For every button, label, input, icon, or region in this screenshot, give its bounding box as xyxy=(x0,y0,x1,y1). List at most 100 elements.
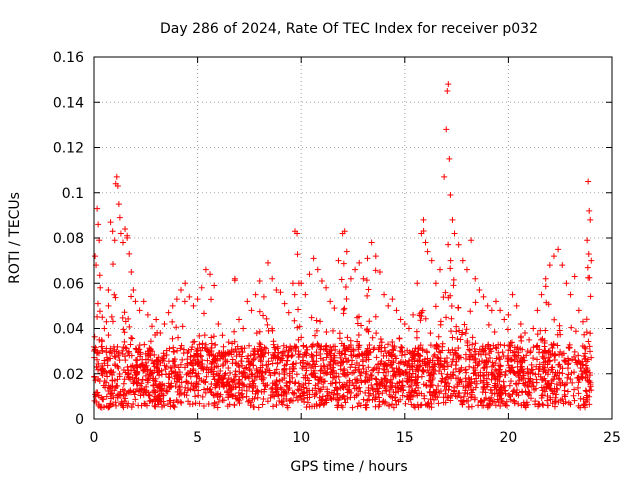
data-point xyxy=(370,386,377,393)
data-point xyxy=(373,354,380,361)
data-point xyxy=(129,335,136,342)
data-point xyxy=(363,327,370,334)
data-point xyxy=(198,284,205,291)
data-point xyxy=(111,387,118,394)
data-point xyxy=(311,332,318,339)
data-point xyxy=(411,358,418,365)
data-point xyxy=(426,372,433,379)
data-point xyxy=(130,380,137,387)
data-point xyxy=(348,361,355,368)
data-point xyxy=(567,291,574,298)
data-point xyxy=(417,352,424,359)
data-point xyxy=(409,370,416,377)
data-point xyxy=(527,369,534,376)
data-point xyxy=(310,341,317,348)
data-point xyxy=(363,277,370,284)
y-tick-label: 0.04 xyxy=(53,322,84,338)
data-point xyxy=(350,369,357,376)
data-point xyxy=(497,402,504,409)
data-point xyxy=(268,385,275,392)
data-point xyxy=(254,369,261,376)
data-point xyxy=(559,370,566,377)
data-point xyxy=(317,355,324,362)
data-point xyxy=(418,230,425,237)
data-point xyxy=(344,334,351,341)
data-point xyxy=(329,374,336,381)
data-point xyxy=(236,400,243,407)
data-point xyxy=(340,392,347,399)
data-point xyxy=(447,257,454,264)
data-point xyxy=(493,386,500,393)
data-point xyxy=(318,277,325,284)
data-point xyxy=(151,402,158,409)
data-point xyxy=(192,356,199,363)
data-point xyxy=(185,347,192,354)
data-point xyxy=(162,366,169,373)
data-point xyxy=(324,350,331,357)
data-point xyxy=(158,398,165,405)
data-point xyxy=(490,362,497,369)
data-point xyxy=(523,352,530,359)
data-point xyxy=(429,357,436,364)
data-point xyxy=(306,361,313,368)
data-point xyxy=(131,391,138,398)
data-point xyxy=(515,352,522,359)
data-point xyxy=(408,374,415,381)
data-point xyxy=(446,155,453,162)
data-point xyxy=(281,300,288,307)
data-point xyxy=(386,387,393,394)
data-point xyxy=(355,391,362,398)
data-point xyxy=(565,344,572,351)
data-point xyxy=(175,364,182,371)
data-point xyxy=(568,324,575,331)
data-point xyxy=(404,393,411,400)
data-point xyxy=(219,380,226,387)
data-point xyxy=(413,382,420,389)
data-point xyxy=(473,380,480,387)
data-point xyxy=(132,388,139,395)
data-point xyxy=(200,310,207,317)
data-point xyxy=(219,332,226,339)
data-point xyxy=(122,369,129,376)
data-point xyxy=(288,346,295,353)
data-point xyxy=(575,307,582,314)
data-point xyxy=(249,388,256,395)
data-point xyxy=(142,389,149,396)
data-point xyxy=(99,348,106,355)
data-point xyxy=(510,397,517,404)
y-tick-label: 0.02 xyxy=(53,367,84,383)
data-point xyxy=(165,309,172,316)
data-point xyxy=(111,291,118,298)
data-point xyxy=(481,365,488,372)
data-point xyxy=(567,376,574,383)
data-point xyxy=(171,375,178,382)
data-point xyxy=(439,340,446,347)
data-point xyxy=(454,381,461,388)
data-point xyxy=(445,294,452,301)
data-point xyxy=(469,341,476,348)
data-point xyxy=(278,386,285,393)
data-point xyxy=(283,396,290,403)
data-point xyxy=(235,362,242,369)
data-point xyxy=(252,373,259,380)
data-point xyxy=(492,375,499,382)
data-point xyxy=(584,237,591,244)
data-point xyxy=(177,373,184,380)
data-point xyxy=(115,349,122,356)
data-point xyxy=(310,358,317,365)
data-point xyxy=(254,394,261,401)
data-point xyxy=(391,343,398,350)
data-point xyxy=(399,378,406,385)
data-point xyxy=(154,384,161,391)
data-point xyxy=(121,329,128,336)
data-point xyxy=(355,331,362,338)
data-point xyxy=(512,370,519,377)
data-point xyxy=(405,325,412,332)
data-point xyxy=(328,347,335,354)
data-point xyxy=(332,380,339,387)
data-point xyxy=(161,320,168,327)
data-point xyxy=(336,330,343,337)
data-point xyxy=(467,353,474,360)
data-point xyxy=(550,253,557,260)
data-point xyxy=(379,390,386,397)
